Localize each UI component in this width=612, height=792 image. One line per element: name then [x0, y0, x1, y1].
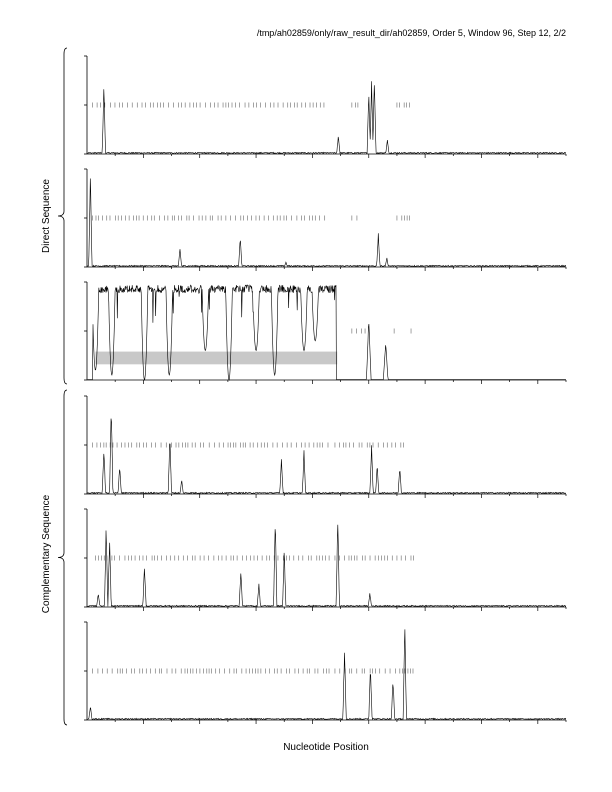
panel-1: [84, 55, 567, 158]
series-line: [87, 284, 566, 381]
series-line: [87, 418, 567, 495]
panel-2: [84, 168, 567, 271]
brackets: [57, 47, 68, 726]
x-axis-title: Nucleotide Position: [283, 742, 369, 753]
panel-4: [84, 395, 567, 498]
panel-5: [84, 508, 567, 611]
series-line: [87, 629, 567, 721]
bracket-direct: [57, 47, 68, 385]
panel-3: [84, 281, 567, 384]
highlight-band: [95, 351, 338, 365]
group-label-complementary: Complementary Sequence: [41, 494, 52, 613]
bracket-complementary: [57, 389, 68, 726]
figure-header: /tmp/ah02859/only/raw_result_dir/ah02859…: [257, 28, 566, 38]
series-line: [87, 524, 567, 608]
series-line: [87, 81, 567, 155]
series-line: [87, 178, 567, 268]
group-label-direct: Direct Sequence: [41, 179, 52, 253]
panel-6: [84, 621, 567, 724]
panels: [84, 55, 567, 724]
